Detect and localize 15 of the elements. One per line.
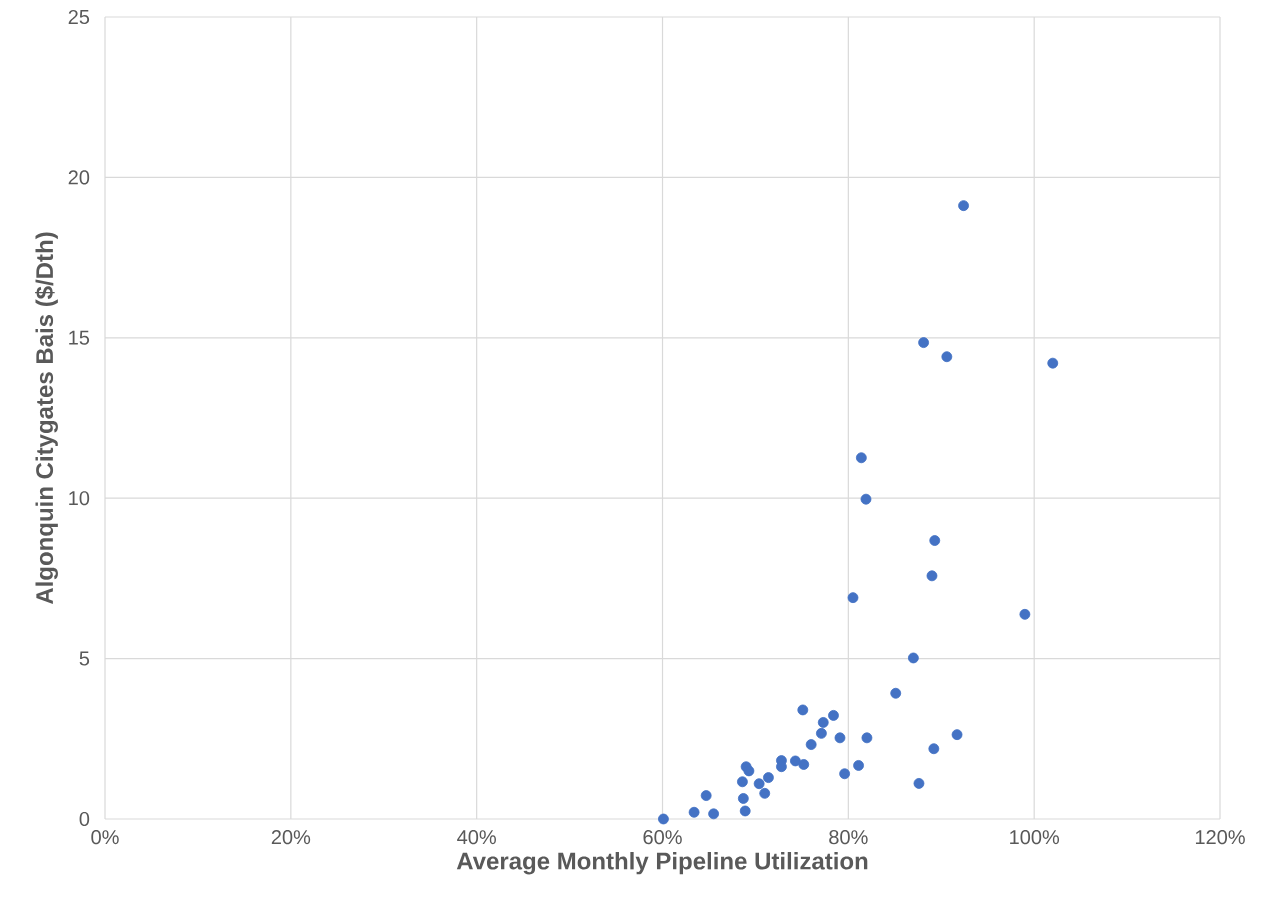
x-tick-label: 40% — [457, 830, 496, 845]
y-tick-label: 15 — [69, 330, 90, 345]
x-tick-label: 20% — [271, 830, 311, 845]
y-tick-label: 0 — [79, 811, 90, 827]
x-axis-title: Average Monthly Pipeline Utilization — [456, 851, 868, 875]
x-tick-label: 0% — [91, 830, 119, 845]
y-tick-label: 10 — [69, 491, 90, 506]
y-tick-label: 5 — [79, 651, 90, 666]
x-tick-label: 120% — [1195, 830, 1245, 845]
x-tick-label: 100% — [1010, 830, 1060, 845]
y-tick-label: 20 — [68, 170, 90, 185]
y-axis-title: Algonquin Citygates Bais ($/Dth) — [35, 232, 58, 605]
x-tick-label: 60% — [643, 830, 682, 845]
y-tick-label: 25 — [68, 9, 90, 25]
x-tick-label: 80% — [829, 830, 868, 845]
